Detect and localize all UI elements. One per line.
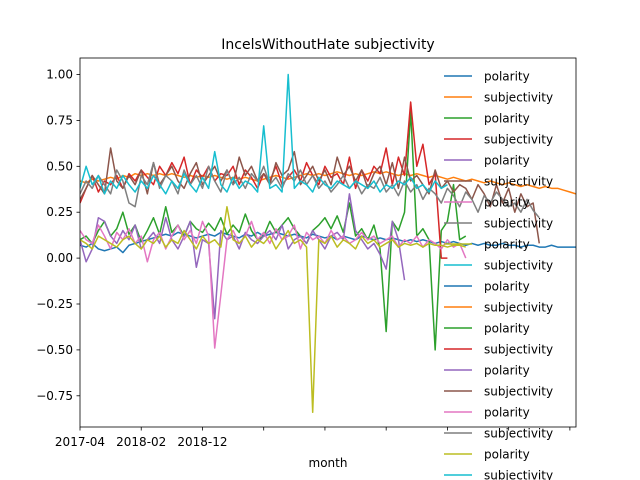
axes-frame xyxy=(79,57,577,428)
y-tick-label: −0.25 xyxy=(36,297,73,311)
y-tick-label: 0.75 xyxy=(46,113,73,127)
legend-label: subjectivity xyxy=(484,469,553,480)
legend-label: polarity xyxy=(484,280,530,294)
series-line-2-subjectivity xyxy=(80,171,576,195)
x-tick-label: 2018-12 xyxy=(177,435,227,449)
legend-label: subjectivity xyxy=(484,175,553,189)
legend-label: polarity xyxy=(484,112,530,126)
legend-label: polarity xyxy=(484,448,530,462)
series-line-8-subjectivity xyxy=(80,161,540,219)
y-tick-label: −0.75 xyxy=(36,389,73,403)
legend-label: polarity xyxy=(484,322,530,336)
legend-label: subjectivity xyxy=(484,259,553,273)
legend-label: subjectivity xyxy=(484,301,553,315)
axes: 1.00 0.75 0.50 0.25 0.00 −0.25 −0.50 −0.75 2017-… xyxy=(36,57,577,449)
y-tick-label: 1.00 xyxy=(46,68,73,82)
x-tick-label: 2017-04 xyxy=(55,435,105,449)
legend-label: subjectivity xyxy=(484,91,553,105)
legend-label: subjectivity xyxy=(484,217,553,231)
legend-label: polarity xyxy=(484,154,530,168)
legend-label: polarity xyxy=(484,70,530,84)
legend-label: subjectivity xyxy=(484,343,553,357)
y-tick-label: 0.50 xyxy=(46,159,73,173)
legend-label: polarity xyxy=(484,406,530,420)
series-line-3-polarity xyxy=(80,110,467,351)
legend: polarity subjectivity polarity subjectivity… xyxy=(444,70,553,480)
legend-label: subjectivity xyxy=(484,427,553,441)
y-tick-label: 0.25 xyxy=(46,205,73,219)
chart-title: IncelsWithoutHate subjectivity xyxy=(221,37,434,53)
legend-label: polarity xyxy=(484,238,530,252)
y-tick-label: 0.00 xyxy=(46,251,73,265)
plot-area xyxy=(80,73,576,414)
series-line-7-polarity xyxy=(80,220,467,349)
x-tick-label: 2018-02 xyxy=(116,435,166,449)
legend-label: subjectivity xyxy=(484,385,553,399)
legend-label: subjectivity xyxy=(484,133,553,147)
y-tick-label: −0.50 xyxy=(36,343,73,357)
series-line-9-polarity xyxy=(80,205,466,414)
x-axis-label: month xyxy=(309,456,348,470)
legend-label: polarity xyxy=(484,364,530,378)
legend-label: polarity xyxy=(484,196,530,210)
series-line-10-subjectivity xyxy=(80,73,448,195)
